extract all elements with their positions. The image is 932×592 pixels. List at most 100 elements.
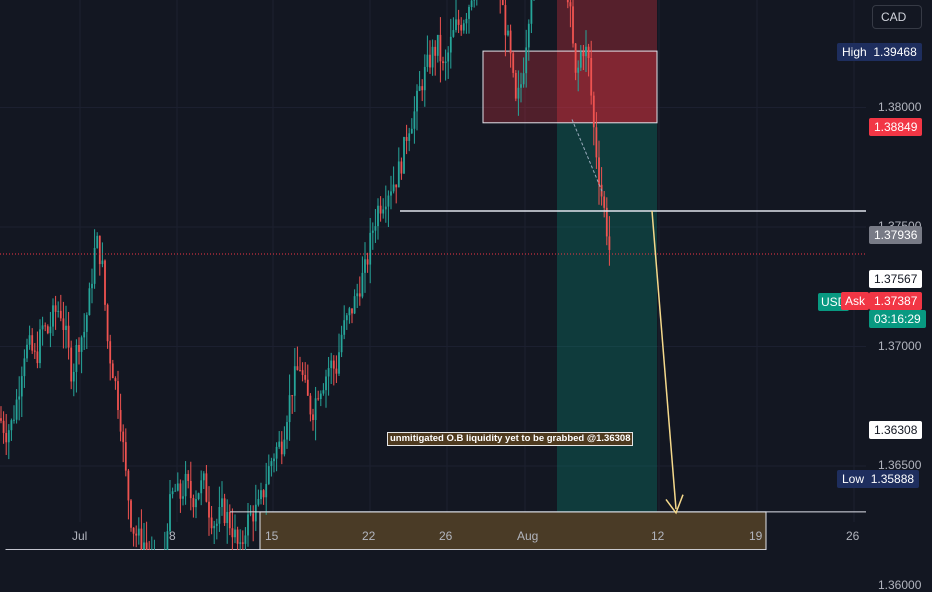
candle-body (307, 380, 309, 396)
candle-body (96, 236, 98, 248)
candle-body (411, 129, 413, 134)
candle-body (523, 73, 525, 84)
high-label: High (842, 45, 867, 59)
candle-body (208, 502, 210, 518)
candle-body (102, 261, 104, 265)
candle-body (115, 378, 117, 381)
candle-body (294, 366, 296, 396)
currency-button[interactable]: CAD (872, 5, 922, 29)
candle-body (453, 30, 455, 37)
candle-body (81, 337, 83, 352)
candle-body (388, 196, 390, 207)
candle-body (437, 35, 439, 56)
candle-body (463, 23, 465, 30)
candle-body (343, 320, 345, 335)
candle-body (302, 370, 304, 375)
candle-body (39, 329, 41, 363)
candle-body (86, 315, 88, 332)
candle-body (512, 53, 514, 73)
candle-body (203, 473, 205, 480)
time-axis[interactable] (0, 522, 866, 550)
candle-body (382, 209, 384, 213)
candle-body (427, 55, 429, 67)
candle-body (385, 207, 387, 210)
x-tick-label: Jul (72, 529, 87, 543)
candle-body (73, 372, 75, 382)
x-tick-label: 8 (169, 529, 176, 543)
stop-price-pill: 1.38849 (869, 118, 922, 136)
candle-body (460, 25, 462, 31)
candle-body (65, 326, 67, 330)
candle-body (24, 358, 26, 376)
candle-body (50, 327, 52, 334)
candle-body (447, 52, 449, 61)
candle-body (177, 483, 179, 490)
high-label-pill: High 1.39468 (837, 43, 922, 61)
candle-body (458, 19, 460, 25)
target-price-pill: 1.36308 (869, 421, 922, 439)
candle-body (440, 35, 442, 61)
candle-body (297, 366, 299, 370)
candle-body (359, 293, 361, 296)
candle-body (455, 19, 457, 30)
candle-body (356, 293, 358, 296)
candle-body (195, 499, 197, 507)
candle-body (200, 480, 202, 493)
candle-body (42, 325, 44, 329)
price-axis[interactable] (866, 0, 932, 522)
candle-body (291, 395, 293, 396)
candle-body (450, 37, 452, 53)
candle-body (63, 318, 65, 330)
candle-body (206, 473, 208, 501)
candle-body (299, 370, 301, 371)
candle-body (429, 55, 431, 68)
candle-body (18, 396, 20, 399)
candle-body (29, 335, 31, 345)
candle-body (52, 305, 54, 326)
candle-body (276, 447, 278, 459)
candle-body (57, 311, 59, 312)
candle-body (107, 305, 109, 341)
candle-body (104, 261, 106, 305)
candle-body (187, 474, 189, 481)
candle-body (255, 505, 257, 522)
candle-body (609, 236, 611, 250)
candle-body (330, 361, 332, 369)
candle-body (8, 430, 10, 442)
low-label-pill: Low 1.35888 (837, 470, 919, 488)
candle-body (172, 491, 174, 494)
candle-body (466, 19, 468, 23)
candle-body (265, 484, 267, 497)
candle-body (47, 326, 49, 333)
candle-body (109, 341, 111, 363)
candle-body (317, 398, 319, 399)
candle-body (185, 474, 187, 496)
y-tick-label: 1.37000 (878, 339, 921, 353)
candle-body (263, 490, 265, 497)
candle-body (580, 51, 582, 67)
candle-body (473, 0, 475, 1)
candle-body (507, 31, 509, 36)
candle-body (401, 161, 403, 173)
candle-body (122, 432, 124, 443)
candle-body (377, 206, 379, 226)
price-chart[interactable] (0, 0, 932, 550)
candle-body (83, 332, 85, 337)
candle-body (260, 490, 262, 499)
candle-body (525, 47, 527, 73)
candle-body (180, 483, 182, 498)
candle-body (11, 420, 13, 430)
candle-body (598, 157, 600, 184)
x-tick-label: 22 (362, 529, 375, 543)
candle-body (0, 418, 2, 421)
candle-body (468, 7, 470, 19)
candle-body (89, 288, 91, 315)
candle-body (432, 47, 434, 68)
target-box (557, 123, 657, 512)
y-tick-label: 1.38000 (878, 100, 921, 114)
candle-body (515, 73, 517, 99)
candle-body (60, 311, 62, 319)
candle-body (375, 226, 377, 231)
x-tick-label: 26 (439, 529, 452, 543)
candle-body (16, 400, 18, 420)
